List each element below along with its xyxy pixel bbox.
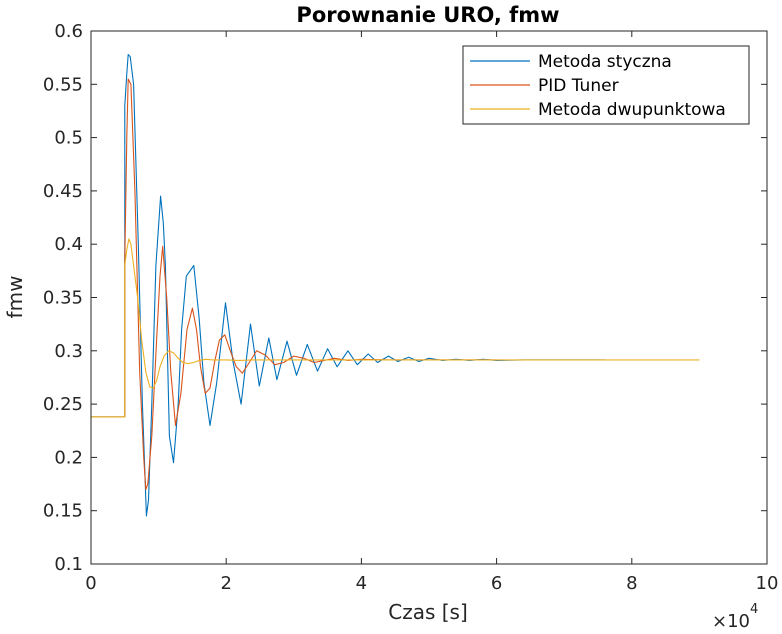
series-group	[91, 53, 700, 517]
x-multiplier-exponent: 4	[750, 602, 758, 617]
series-line-3	[91, 238, 700, 418]
x-tick-label: 0	[85, 573, 96, 594]
y-tick-label: 0.2	[54, 447, 83, 468]
y-tick-label: 0.1	[54, 554, 83, 575]
x-tick-label: 2	[220, 573, 231, 594]
x-tick-label: 6	[491, 573, 502, 594]
y-tick-label: 0.55	[43, 74, 83, 95]
x-tick-label: 8	[626, 573, 637, 594]
y-tick-label: 0.35	[43, 288, 83, 309]
chart-title: Porownanie URO, fmw	[296, 3, 559, 27]
legend-label: PID Tuner	[538, 76, 619, 96]
y-tick-label: 0.45	[43, 181, 83, 202]
y-tick-label: 0.25	[43, 394, 83, 415]
legend-label: Metoda styczna	[538, 52, 672, 72]
x-axis-multiplier: ×10 4	[712, 602, 758, 632]
x-axis-label: Czas [s]	[388, 600, 468, 624]
y-tick-label: 0.6	[54, 21, 83, 42]
y-tick-label: 0.5	[54, 128, 83, 149]
x-tick-label: 10	[756, 573, 779, 594]
y-tick-label: 0.15	[43, 501, 83, 522]
x-multiplier-base: ×10	[712, 611, 750, 630]
ticks-group: 0 2 4 6 8 10 0.1 0.15 0.2 0.25 0.3 0.35 0.4 0.45 0.5 0.…	[43, 21, 779, 594]
legend: Metoda styczna PID Tuner Metoda dwupunktow…	[462, 45, 750, 125]
y-tick-label: 0.3	[54, 341, 83, 362]
y-tick-label: 0.4	[54, 234, 83, 255]
y-axis-label: fmw	[3, 276, 27, 319]
legend-label: Metoda dwupunktowa	[538, 100, 726, 120]
x-tick-label: 4	[356, 573, 367, 594]
